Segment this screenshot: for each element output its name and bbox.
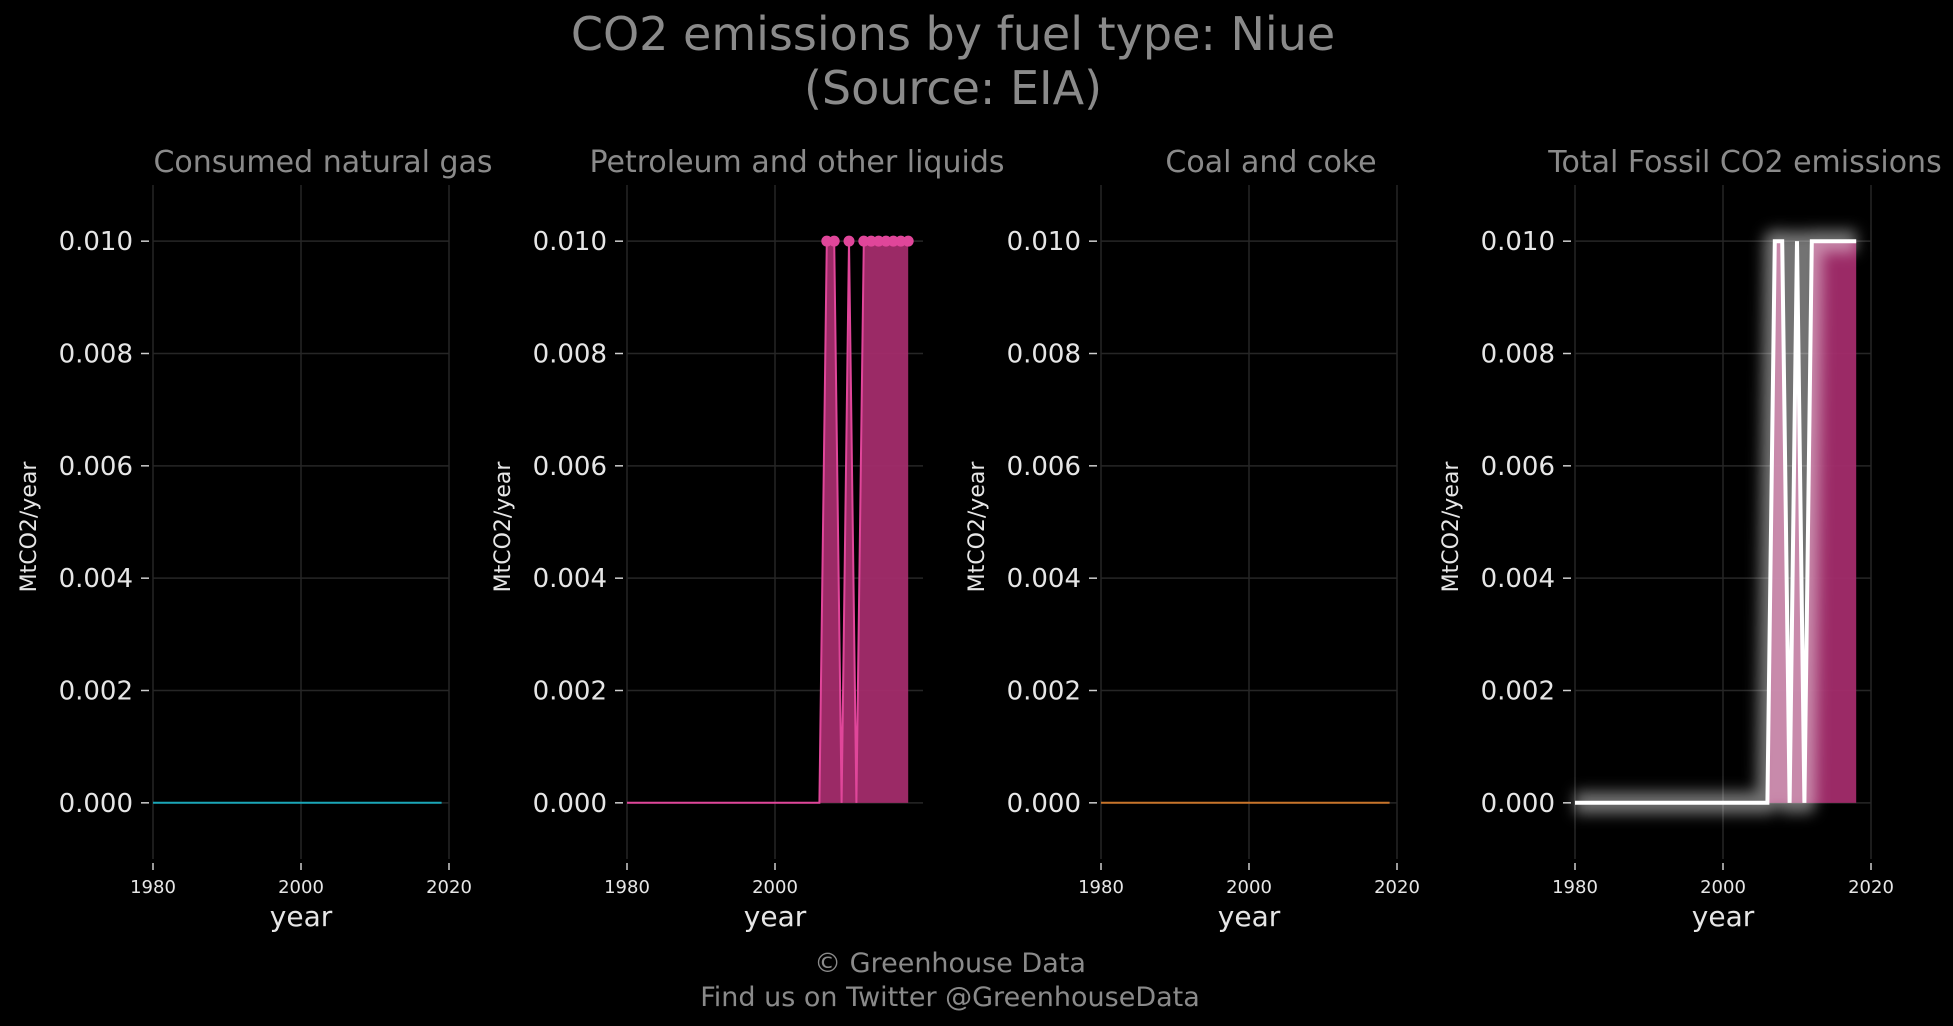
y-tick-label: 0.004: [533, 564, 607, 594]
chart-title-line2: (Source: EIA): [804, 61, 1102, 115]
y-tick-label: 0.002: [59, 677, 133, 707]
y-axis-label: MtCO2/year: [491, 461, 516, 593]
chart-panel-1: Consumed natural gas 0.000 0.002 0.004 0.006…: [17, 145, 493, 933]
y-tick-label: 0.006: [533, 452, 607, 482]
series-line: [627, 240, 909, 804]
y-tick-label: 0.008: [59, 340, 133, 370]
y-tick-label: 0.002: [533, 677, 607, 707]
y-tick-label: 0.006: [1007, 452, 1081, 482]
panel-title: Consumed natural gas: [153, 145, 492, 180]
series-line: [1575, 239, 1857, 805]
x-tick-label: 2000: [752, 877, 798, 898]
x-tick-label: 1980: [1552, 877, 1598, 898]
panel-title: Coal and coke: [1165, 145, 1376, 180]
y-tick-label: 0.002: [1481, 677, 1555, 707]
y-tick-label: 0.006: [59, 452, 133, 482]
y-tick-label: 0.004: [1007, 564, 1081, 594]
panel-title: Petroleum and other liquids: [589, 145, 1004, 180]
chart-panel-2: Petroleum and other liquids 0.000 0.002 0.0…: [491, 145, 1005, 933]
footer-copyright: © Greenhouse Data: [814, 948, 1086, 979]
y-tick-label: 0.010: [1481, 227, 1555, 257]
data-point: [843, 235, 855, 247]
x-tick-label: 2000: [1700, 877, 1746, 898]
data-point: [902, 235, 914, 247]
y-tick-label: 0.010: [1007, 227, 1081, 257]
y-tick-label: 0.004: [59, 564, 133, 594]
y-tick-label: 0.000: [1007, 789, 1081, 819]
x-tick-label: 1980: [130, 877, 176, 898]
x-tick-label: 1980: [1078, 877, 1124, 898]
y-tick-label: 0.006: [1481, 452, 1555, 482]
y-tick-label: 0.000: [1481, 789, 1555, 819]
x-axis-label: year: [744, 900, 807, 933]
series-line-glow: [1571, 230, 1860, 814]
x-axis-label: year: [1218, 900, 1281, 933]
x-axis-label: year: [1692, 900, 1755, 933]
y-tick-label: 0.010: [59, 227, 133, 257]
y-axis-label: MtCO2/year: [1439, 461, 1464, 593]
x-axis-label: year: [270, 900, 333, 933]
y-tick-label: 0.004: [1481, 564, 1555, 594]
y-tick-label: 0.008: [1481, 340, 1555, 370]
y-axis-label: MtCO2/year: [17, 461, 42, 593]
chart-panel-4: Total Fossil CO2 emissions 0.000 0.002 0.00…: [1439, 145, 1942, 933]
x-tick-label: 2000: [1226, 877, 1272, 898]
x-tick-label: 2020: [1848, 877, 1894, 898]
footer-twitter: Find us on Twitter @GreenhouseData: [700, 982, 1200, 1013]
x-tick-label: 2020: [426, 877, 472, 898]
y-tick-label: 0.000: [59, 789, 133, 819]
y-tick-label: 0.010: [533, 227, 607, 257]
panels: Consumed natural gas 0.000 0.002 0.004 0.006…: [17, 145, 1942, 933]
x-tick-label: 1980: [604, 877, 650, 898]
y-tick-label: 0.008: [1007, 340, 1081, 370]
series-area: [627, 241, 909, 803]
chart-panel-3: Coal and coke 0.000 0.002 0.004 0.006 0.008 0.…: [965, 145, 1420, 933]
x-tick-label: 2020: [1374, 877, 1420, 898]
chart-title-line1: CO2 emissions by fuel type: Niue: [571, 7, 1335, 61]
y-tick-label: 0.002: [1007, 677, 1081, 707]
panel-title: Total Fossil CO2 emissions: [1547, 145, 1941, 180]
y-tick-label: 0.008: [533, 340, 607, 370]
x-tick-label: 2000: [278, 877, 324, 898]
y-axis-label: MtCO2/year: [965, 461, 990, 593]
data-point: [828, 235, 840, 247]
y-tick-label: 0.000: [533, 789, 607, 819]
